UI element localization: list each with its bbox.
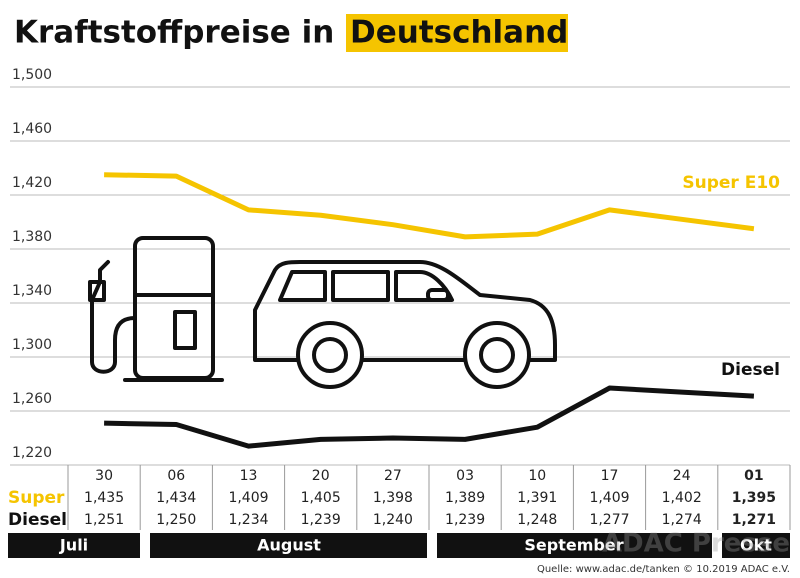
month-label: August [257,536,321,555]
x-tick-label: 30 [95,468,113,484]
x-tick-label: 13 [240,468,258,484]
y-tick-label: 1,260 [12,391,52,407]
x-tick-label: 27 [384,468,402,484]
table-value: 1,251 [84,512,124,528]
table-value: 1,391 [517,490,557,506]
table-value: 1,274 [662,512,702,528]
car-icon [253,260,557,389]
row-label: Super [8,488,65,508]
fuel-pump-icon [88,236,224,382]
month-label: Juli [59,536,88,555]
month-bar [150,533,427,558]
x-tick-label: 20 [312,468,330,484]
source: Quelle: www.adac.de/tanken © 10.2019 ADA… [537,564,790,575]
x-tick-label: 03 [456,468,474,484]
x-tick-label: 10 [528,468,546,484]
y-tick-label: 1,340 [12,283,52,299]
x-tick-label: 17 [601,468,619,484]
y-tick-label: 1,460 [12,121,52,137]
chart-title: Kraftstoffpreise in [14,15,334,51]
series-line [104,385,755,449]
y-tick-label: 1,500 [12,67,52,83]
month-bar [8,533,140,558]
y-tick-label: 1,420 [12,175,52,191]
y-tick-label: 1,380 [12,229,52,245]
table-value: 1,234 [228,512,268,528]
month-bar [437,533,712,558]
table-value: 1,271 [732,512,776,528]
table-value: 1,434 [156,490,196,506]
title-highlight [346,14,568,52]
table-value: 1,248 [517,512,557,528]
series-line [104,172,755,240]
table-value: 1,250 [156,512,196,528]
table-value: 1,409 [589,490,629,506]
y-tick-label: 1,300 [12,337,52,353]
table-value: 1,435 [84,490,124,506]
table-value: 1,395 [732,490,776,506]
table-value: 1,389 [445,490,485,506]
x-tick-label: 06 [167,468,185,484]
series-label: Diesel [721,360,780,380]
month-label: Okt [740,536,772,555]
y-tick-label: 1,220 [12,445,52,461]
x-tick-label: 01 [744,468,763,484]
table-value: 1,240 [373,512,413,528]
table-value: 1,398 [373,490,413,506]
table-value: 1,409 [228,490,268,506]
series-label: Super E10 [682,173,780,193]
table-value: 1,405 [301,490,341,506]
chart-title-highlight: Deutschland [350,15,568,51]
month-bar [722,533,790,558]
table-value: 1,277 [589,512,629,528]
table-value: 1,402 [662,490,702,506]
table-value: 1,239 [445,512,485,528]
x-tick-label: 24 [673,468,691,484]
row-label: Diesel [8,510,67,530]
month-label: September [524,536,623,555]
watermark: ADAC Presse [602,529,790,559]
table-value: 1,239 [301,512,341,528]
